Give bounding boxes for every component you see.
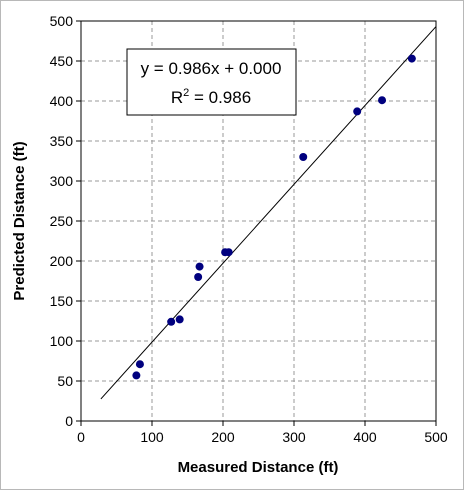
- axis-ticks: [76, 20, 437, 426]
- x-axis-tick-labels: 0 100 200 300 400 500: [77, 429, 448, 445]
- trendline: [100, 26, 437, 400]
- data-point: [175, 315, 184, 324]
- y-tick-label: 50: [57, 373, 73, 389]
- data-point: [135, 360, 144, 369]
- data-point: [167, 317, 176, 326]
- x-tick-label: 100: [140, 429, 164, 445]
- x-tick-label: 300: [282, 429, 306, 445]
- equation-box-frame: [126, 48, 297, 116]
- data-point: [194, 273, 203, 281]
- y-tick-label: 150: [50, 293, 74, 309]
- equation-text: y = 0.986x + 0.000: [141, 59, 282, 78]
- x-tick-label: 500: [424, 429, 448, 445]
- y-tick-label: 200: [50, 253, 74, 269]
- data-point: [407, 54, 416, 63]
- r-squared-prefix: R: [171, 88, 183, 107]
- x-tick-label: 0: [77, 429, 85, 445]
- data-point: [195, 262, 204, 271]
- data-point: [132, 371, 141, 380]
- y-tick-label: 350: [50, 133, 74, 149]
- y-tick-label: 250: [50, 213, 74, 229]
- y-tick-label: 450: [50, 53, 74, 69]
- x-tick-label: 200: [211, 429, 235, 445]
- data-point: [378, 96, 387, 105]
- y-tick-label: 400: [50, 93, 74, 109]
- y-axis-tick-labels: 0 50 100 150 200 250 300 350 400 450 500: [50, 13, 74, 429]
- data-point: [224, 248, 233, 257]
- x-tick-label: 400: [353, 429, 377, 445]
- y-tick-label: 500: [50, 13, 74, 29]
- y-axis-title: Predicted Distance (ft): [11, 141, 28, 300]
- r-squared-superscript: 2: [183, 87, 189, 99]
- data-point: [299, 153, 308, 161]
- r-squared-value: = 0.986: [189, 88, 251, 107]
- y-tick-label: 0: [65, 413, 73, 429]
- data-points: [132, 54, 416, 380]
- equation-box: y = 0.986x + 0.000 R2 = 0.986: [126, 48, 297, 116]
- data-point: [353, 107, 362, 116]
- x-axis-title: Measured Distance (ft): [178, 459, 339, 476]
- r-squared-text: R2 = 0.986: [171, 87, 251, 107]
- y-tick-label: 300: [50, 173, 74, 189]
- y-tick-label: 100: [50, 333, 74, 349]
